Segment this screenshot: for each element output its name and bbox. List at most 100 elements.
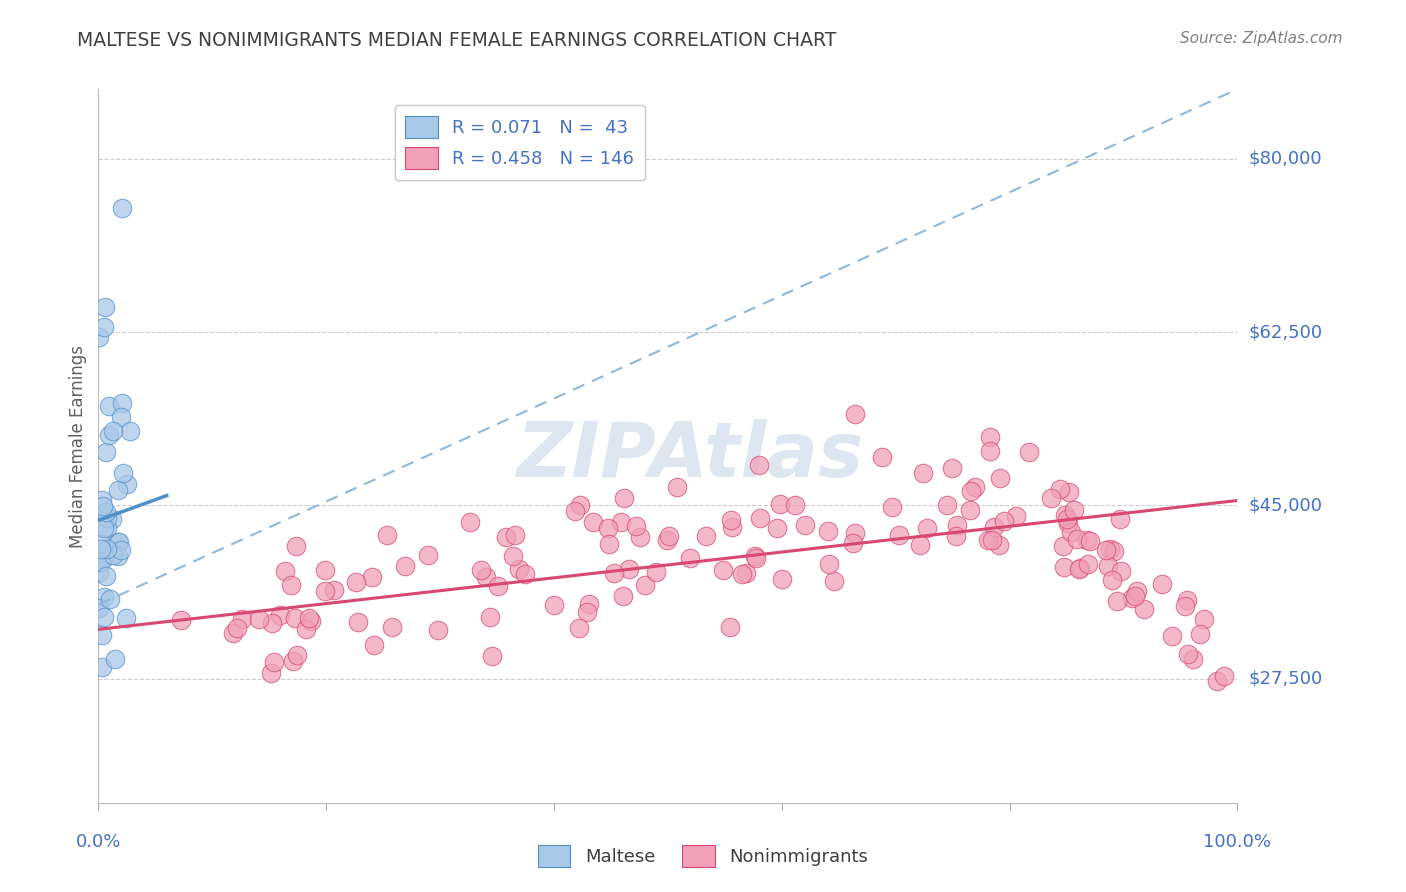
Point: [98, 400, 121, 414]
Point: [718, 620, 741, 634]
Point: [1123, 589, 1146, 603]
Point: [844, 407, 866, 421]
Point: [1094, 543, 1116, 558]
Point: [568, 498, 591, 512]
Point: [90, 541, 112, 556]
Point: [988, 471, 1011, 485]
Point: [284, 611, 307, 625]
Point: [1121, 591, 1143, 606]
Point: [91, 500, 114, 514]
Point: [96, 541, 118, 556]
Point: [1004, 509, 1026, 524]
Point: [748, 511, 770, 525]
Point: [91, 628, 114, 642]
Point: [1160, 629, 1182, 643]
Point: [90, 493, 112, 508]
Point: [744, 549, 766, 563]
Point: [1077, 557, 1099, 571]
Point: [107, 549, 129, 563]
Point: [170, 613, 193, 627]
Point: [841, 536, 863, 550]
Point: [1206, 673, 1229, 688]
Point: [959, 503, 981, 517]
Point: [1076, 533, 1098, 547]
Point: [596, 521, 619, 535]
Point: [963, 480, 986, 494]
Point: [475, 570, 498, 584]
Point: [1066, 533, 1088, 547]
Point: [281, 654, 304, 668]
Point: [110, 201, 132, 215]
Point: [993, 514, 1015, 528]
Point: [486, 578, 509, 592]
Point: [564, 503, 586, 517]
Y-axis label: Median Female Earnings: Median Female Earnings: [69, 344, 87, 548]
Point: [1102, 544, 1125, 558]
Point: [979, 444, 1001, 458]
Text: 0.0%: 0.0%: [76, 833, 121, 851]
Point: [612, 589, 634, 603]
Point: [426, 623, 449, 637]
Point: [222, 626, 245, 640]
Point: [118, 425, 141, 439]
Point: [1188, 626, 1211, 640]
Legend: Maltese, Nonimmigrants: Maltese, Nonimmigrants: [530, 838, 876, 874]
Point: [89, 554, 111, 568]
Point: [941, 461, 963, 475]
Point: [887, 527, 910, 541]
Point: [1097, 558, 1119, 573]
Point: [1069, 561, 1091, 575]
Point: [817, 557, 839, 571]
Point: [101, 548, 124, 562]
Point: [769, 497, 792, 511]
Text: ZIPAtlas: ZIPAtlas: [517, 419, 865, 493]
Point: [1018, 445, 1040, 459]
Point: [912, 466, 935, 480]
Point: [628, 530, 651, 544]
Point: [269, 608, 291, 623]
Point: [108, 535, 131, 549]
Point: [111, 466, 134, 480]
Point: [794, 518, 817, 533]
Point: [1053, 559, 1076, 574]
Point: [110, 543, 132, 558]
Point: [115, 611, 138, 625]
Point: [945, 517, 967, 532]
Point: [1133, 602, 1156, 616]
Point: [582, 515, 605, 529]
Point: [980, 533, 1002, 547]
Point: [101, 424, 124, 438]
Point: [1052, 540, 1074, 554]
Point: [880, 500, 903, 514]
Point: [1057, 485, 1080, 500]
Point: [1063, 502, 1085, 516]
Point: [1108, 512, 1130, 526]
Point: [87, 565, 110, 579]
Point: [624, 519, 647, 533]
Point: [298, 611, 321, 625]
Point: [908, 538, 931, 552]
Point: [720, 520, 742, 534]
Point: [94, 549, 117, 564]
Point: [502, 549, 524, 563]
Point: [87, 601, 110, 615]
Point: [375, 528, 398, 542]
Point: [363, 638, 385, 652]
Point: [1054, 508, 1077, 522]
Point: [1056, 516, 1078, 531]
Text: $45,000: $45,000: [1249, 497, 1323, 515]
Point: [110, 410, 132, 425]
Point: [470, 563, 492, 577]
Point: [495, 531, 517, 545]
Point: [657, 529, 679, 543]
Point: [578, 597, 600, 611]
Point: [97, 428, 120, 442]
Point: [90, 537, 112, 551]
Point: [1098, 542, 1121, 557]
Point: [274, 564, 297, 578]
Point: [1105, 594, 1128, 608]
Point: [481, 648, 503, 663]
Point: [711, 563, 734, 577]
Point: [418, 549, 440, 563]
Point: [983, 520, 1005, 534]
